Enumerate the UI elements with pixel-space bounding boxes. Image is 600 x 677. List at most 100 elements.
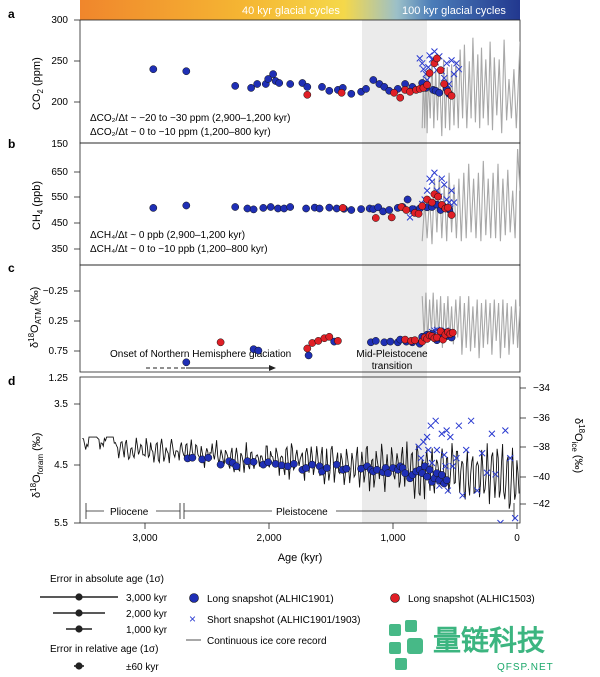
short-snapshot-a-2 bbox=[420, 65, 427, 73]
d-tick-55: 5.5 bbox=[54, 518, 68, 529]
long-1901-b-0 bbox=[149, 204, 158, 212]
short-snapshot-a-6 bbox=[426, 52, 433, 59]
d-tick-45: 4.5 bbox=[54, 460, 68, 471]
long-1503-a-9 bbox=[423, 81, 431, 89]
long-1901-a-19 bbox=[362, 85, 370, 93]
panel-a-note1: ΔCO₂/Δt ~ −20 to −30 ppm (2,900–1,200 ky… bbox=[90, 113, 290, 124]
short-ice-25 bbox=[478, 449, 486, 457]
short-snapshot-b-12 bbox=[440, 181, 448, 189]
short-ice-13 bbox=[440, 451, 448, 459]
epoch-pleistocene: Pleistocene bbox=[276, 507, 328, 518]
long-1901-b-1 bbox=[182, 201, 191, 210]
short-ice-7 bbox=[428, 459, 436, 467]
long-1901-b-20 bbox=[374, 203, 383, 212]
points-c bbox=[182, 326, 457, 367]
long-1901-b-2 bbox=[231, 203, 240, 211]
legend-err-rel: ±60 kyr bbox=[74, 662, 159, 673]
legend-err-abs-3000: 3,000 kyr bbox=[40, 593, 168, 604]
long-1901-d-32 bbox=[384, 469, 392, 478]
long-1503-a-0 bbox=[303, 90, 312, 99]
short-ice-15 bbox=[443, 427, 451, 434]
x-axis-ticks: 3,000 2,000 1,000 0 bbox=[132, 533, 520, 544]
long-1503-b-7 bbox=[418, 202, 427, 210]
short-ice-32 bbox=[511, 514, 519, 522]
epoch-pliocene: Pliocene bbox=[110, 507, 149, 518]
panel-b-note2: ΔCH₄/Δt ~ 0 to −10 ppb (1,200–800 kyr) bbox=[90, 244, 268, 255]
legend-marker-long-1503 bbox=[390, 593, 400, 603]
panel-c-letter: c bbox=[8, 261, 15, 275]
svg-text:Continuous ice core record: Continuous ice core record bbox=[207, 636, 327, 647]
long-1901-a-12 bbox=[303, 83, 312, 91]
long-1503-a-14 bbox=[440, 80, 449, 88]
short-ice-22 bbox=[462, 446, 470, 454]
legend-err-rel-title: Error in relative age (1σ) bbox=[50, 644, 158, 655]
x-tick-3000: 3,000 bbox=[132, 533, 157, 544]
short-ice-17 bbox=[446, 433, 454, 441]
long-1901-b-6 bbox=[266, 203, 275, 211]
d-rtick-34: −34 bbox=[533, 383, 550, 394]
short-ice-9 bbox=[432, 417, 440, 425]
short-ice-10 bbox=[433, 446, 441, 454]
long-1503-c-1 bbox=[303, 344, 312, 353]
long-1901-a-13 bbox=[318, 83, 326, 91]
long-1901-b-16 bbox=[347, 206, 356, 214]
legend-continuous: Continuous ice core record bbox=[186, 636, 327, 647]
long-1503-a-1 bbox=[337, 88, 346, 97]
short-ice-16 bbox=[444, 487, 452, 494]
d-rtick-38: −38 bbox=[533, 442, 550, 453]
long-1901-d-3 bbox=[204, 453, 213, 462]
legend-err-abs-1000: 1,000 kyr bbox=[66, 625, 168, 636]
onset-label: Onset of Northern Hemisphere glaciation bbox=[110, 349, 291, 360]
legend-err-abs-2000: 2,000 kyr bbox=[53, 609, 168, 620]
b-tick-450: 450 bbox=[51, 218, 68, 229]
long-1901-a-9 bbox=[275, 79, 284, 87]
svg-text:Long snapshot (ALHIC1901): Long snapshot (ALHIC1901) bbox=[207, 594, 334, 605]
long-1901-d-4 bbox=[216, 460, 225, 469]
long-1503-b-0 bbox=[338, 204, 347, 212]
short-snapshot-a-16 bbox=[448, 56, 455, 64]
long-1503-b-14 bbox=[444, 203, 452, 212]
mpt-label-line1: Mid-Pleistocene bbox=[356, 349, 428, 360]
long-1901-a-3 bbox=[247, 84, 255, 92]
points-b bbox=[149, 169, 458, 222]
short-snapshot-a-13 bbox=[440, 74, 448, 82]
panel-c-ylabel: δ18OATM (‰) bbox=[27, 287, 43, 348]
c-tick-m025: −0.25 bbox=[43, 286, 69, 297]
svg-text:2,000 kyr: 2,000 kyr bbox=[126, 609, 168, 620]
long-1901-a-7 bbox=[269, 70, 277, 78]
panel-a-letter: a bbox=[8, 7, 15, 21]
long-1901-d-22 bbox=[332, 460, 341, 469]
long-1503-c-5 bbox=[325, 332, 334, 341]
b-tick-650: 650 bbox=[51, 167, 68, 178]
short-ice-5 bbox=[424, 446, 432, 454]
long-1901-b-12 bbox=[315, 204, 324, 213]
label-40kyr: 40 kyr glacial cycles bbox=[242, 5, 340, 17]
short-ice-21 bbox=[459, 492, 466, 499]
short-snapshot-b-5 bbox=[423, 187, 431, 194]
b-tick-150: 150 bbox=[51, 139, 68, 150]
onset-arrowhead bbox=[269, 365, 276, 371]
legend-err-abs-title: Error in absolute age (1σ) bbox=[50, 574, 164, 585]
long-1901-d-15 bbox=[290, 460, 298, 468]
short-snapshot-a-0 bbox=[416, 55, 424, 62]
panel-d-ylabel: δ18Oforam (‰) bbox=[29, 433, 45, 498]
snapshot-points bbox=[149, 48, 463, 488]
long-1901-a-20 bbox=[369, 76, 378, 84]
long-1901-a-0 bbox=[149, 65, 158, 74]
panel-c-frame bbox=[79, 264, 521, 373]
c-tick-075: 0.75 bbox=[49, 346, 69, 357]
x-tick-1000: 1,000 bbox=[380, 533, 405, 544]
watermark-url: QFSP.NET bbox=[497, 662, 554, 673]
long-1503-a-13 bbox=[436, 66, 445, 75]
long-1901-c-6 bbox=[371, 337, 380, 345]
long-1503-c-0 bbox=[216, 338, 225, 347]
long-1901-b-9 bbox=[286, 203, 295, 211]
panel-d-right-yticks: −34 −36 −38 −40 −42 bbox=[533, 383, 550, 510]
long-1503-b-2 bbox=[387, 213, 396, 222]
long-1901-d-18 bbox=[308, 460, 317, 469]
points-d bbox=[183, 453, 451, 488]
c-tick-025: 0.25 bbox=[49, 316, 69, 327]
svg-text:Short snapshot (ALHIC1901/1903: Short snapshot (ALHIC1901/1903) bbox=[207, 615, 360, 626]
long-1901-c-3 bbox=[304, 351, 313, 360]
